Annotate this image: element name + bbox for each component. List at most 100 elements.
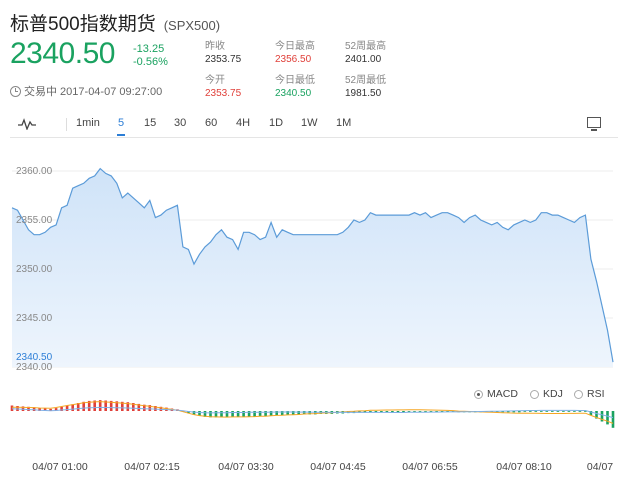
macd-bar (32, 407, 36, 411)
macd-bar (501, 411, 504, 413)
macd-bar (424, 411, 427, 412)
macd-bar (297, 411, 300, 415)
y-tick-label: 2355.00 (16, 215, 53, 226)
macd-bar (214, 411, 218, 418)
macd-bar (143, 404, 146, 411)
y-tick-label: 2350.00 (16, 264, 53, 275)
interval-60[interactable]: 60 (205, 117, 218, 129)
y-tick-label: 2340.00 (16, 362, 53, 373)
indicator-label: KDJ (543, 388, 563, 400)
stat-value: 1981.50 (345, 88, 382, 99)
macd-bar (385, 411, 389, 413)
radio-icon[interactable] (530, 389, 539, 399)
x-tick-label: 04/07 02:15 (124, 461, 180, 473)
y-tick-label: 2345.00 (16, 313, 53, 324)
macd-bar (556, 411, 560, 412)
macd-bar (104, 400, 107, 411)
stat-value: 2353.75 (205, 88, 242, 99)
stat-52wk-high: 52周最高 2401.00 (345, 40, 386, 66)
macd-bar (148, 405, 152, 411)
indicator-kdj[interactable]: KDJ (530, 388, 563, 400)
interval-30[interactable]: 30 (174, 117, 187, 129)
macd-bar (126, 402, 130, 411)
stat-day-low: 今日最低 2340.50 (275, 74, 315, 100)
macd-bar (523, 411, 527, 412)
macd-bar (363, 411, 367, 413)
macd-bar (192, 411, 196, 415)
macd-bar (302, 411, 306, 415)
macd-bar (545, 411, 549, 412)
macd-bar (231, 411, 234, 417)
macd-bar (10, 405, 14, 411)
macd-histogram (10, 400, 615, 428)
macd-bar (534, 411, 538, 412)
x-tick-label: 04/07 04:45 (310, 461, 366, 473)
macd-bar (93, 400, 96, 411)
instrument-symbol: (SPX500) (163, 18, 221, 33)
macd-bar (209, 411, 212, 418)
interval-4h[interactable]: 4H (236, 117, 251, 129)
macd-bar (551, 411, 554, 412)
stat-day-high: 今日最高 2356.50 (275, 40, 315, 66)
indicator-label: MACD (487, 388, 518, 400)
macd-bar (314, 411, 317, 415)
stat-value: 2340.50 (275, 88, 312, 99)
interval-1min[interactable]: 1min (76, 117, 100, 129)
macd-dea-line (11, 406, 614, 419)
interval-1d[interactable]: 1D (269, 117, 284, 129)
macd-bar (380, 411, 383, 413)
macd-bar (27, 406, 30, 411)
radio-icon[interactable] (574, 389, 583, 399)
trading-status: 交易中 2017-04-07 09:27:00 (10, 83, 162, 99)
macd-bar (402, 411, 405, 413)
macd-bar (220, 411, 223, 418)
stat-label: 昨收 (205, 41, 225, 52)
stat-label: 今日最低 (275, 75, 315, 86)
stat-label: 今日最高 (275, 41, 315, 52)
price-area (12, 168, 613, 367)
radio-selected-icon[interactable] (474, 389, 483, 399)
macd-bar (374, 411, 378, 413)
interval-15[interactable]: 15 (144, 117, 157, 129)
macd-bar (369, 411, 372, 413)
price-chart: 2360.00 2355.00 2350.00 2345.00 2340.00 2340… (10, 166, 615, 473)
x-tick-label: 04/07 06:55 (402, 461, 458, 473)
macd-bar (291, 411, 295, 415)
price-change: -13.25 -0.56% (133, 43, 168, 69)
stat-52wk-low: 52周最低 1981.50 (345, 74, 386, 100)
interval-1m[interactable]: 1M (336, 117, 352, 129)
macd-bar (154, 406, 157, 411)
macd-bar (269, 411, 273, 416)
macd-bar (275, 411, 278, 416)
macd-bar (512, 411, 516, 413)
macd-bar (264, 411, 267, 416)
instrument-title: 标普500指数期货 (SPX500) (10, 9, 220, 36)
macd-bar (54, 408, 58, 411)
interval-1w[interactable]: 1W (301, 117, 318, 129)
stat-prev-close: 昨收 2353.75 (205, 40, 241, 66)
macd-bar (109, 400, 113, 411)
interval-toolbar: 1min 5 15 30 60 4H 1D 1W 1M (10, 112, 618, 138)
change-value: -13.25 (133, 43, 165, 55)
status-text: 交易中 2017-04-07 09:27:00 (24, 86, 163, 98)
macd-bar (600, 411, 604, 422)
clock-icon (10, 85, 21, 97)
indicator-rsi[interactable]: RSI (574, 388, 605, 400)
indicator-macd[interactable]: MACD (474, 388, 518, 400)
macd-bar (391, 411, 394, 413)
macd-bar (236, 411, 240, 417)
y-axis: 2360.00 2355.00 2350.00 2345.00 2340.00 (16, 166, 53, 373)
macd-dif-line (12, 401, 614, 424)
macd-bar (115, 401, 119, 411)
macd-bar (584, 411, 587, 412)
macd-bar (258, 411, 262, 416)
interval-5[interactable]: 5 (116, 117, 126, 136)
x-axis: 04/07 01:00 04/07 02:15 04/07 03:30 04/07 0… (32, 461, 613, 473)
x-tick-label: 04/07 (587, 461, 613, 473)
monitor-icon[interactable] (587, 117, 601, 131)
macd-bar (606, 411, 609, 425)
macd-bar (137, 403, 141, 411)
macd-bar (65, 405, 69, 411)
line-chart-icon[interactable] (18, 118, 36, 130)
macd-bar (280, 411, 284, 416)
